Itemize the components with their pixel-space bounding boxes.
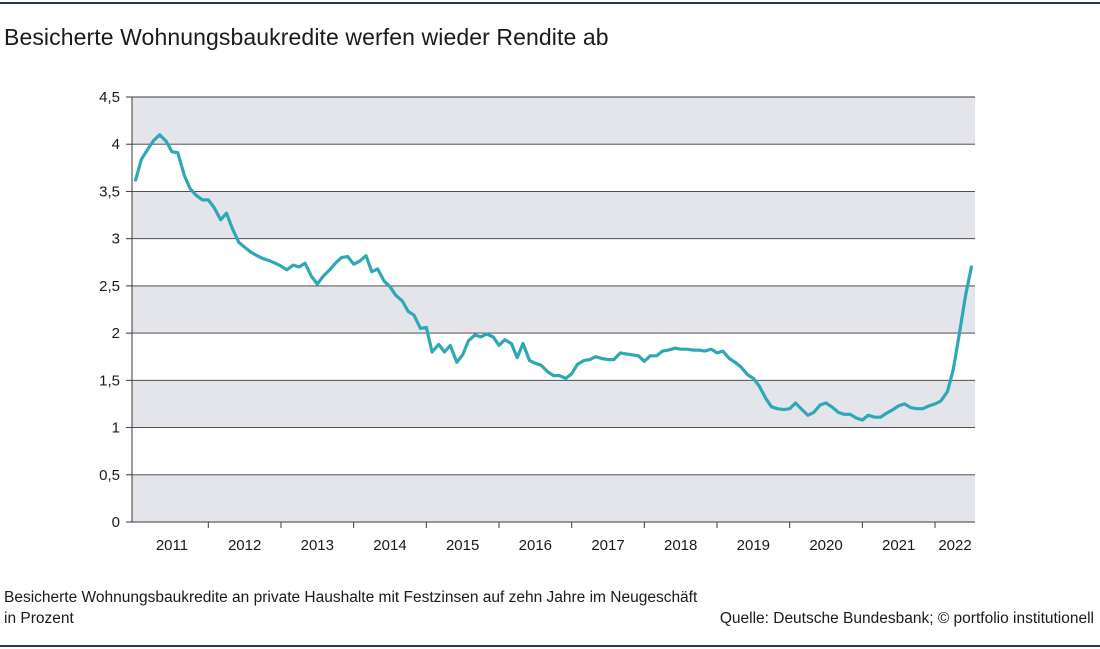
line-chart: 00,511,522,533,544,5 2011 2012 2013 2014 201… (99, 89, 975, 554)
source-note: Quelle: Deutsche Bundesbank; © portfolio… (719, 610, 1094, 627)
x-tick-label-2017: 2017 (591, 537, 624, 554)
y-axis-ticks: 0 0,5 1 1,5 2 2,5 3 3,5 4 4,5 (99, 89, 132, 531)
x-tick-label-2021: 2021 (882, 537, 915, 554)
y-tick-label-6: 3 (112, 231, 120, 248)
top-rule (0, 2, 1100, 4)
x-tick-label-2014: 2014 (373, 537, 406, 554)
y-tick-label-2: 1 (112, 420, 120, 437)
y-tick-label-1: 0,5 (99, 467, 120, 484)
x-tick-label-2022: 2022 (938, 537, 971, 554)
x-tick-label-2013: 2013 (301, 537, 334, 554)
band-0 (132, 474, 975, 522)
y-tick-label-4: 2 (112, 325, 120, 342)
x-tick-label-2019: 2019 (737, 537, 770, 554)
x-tick-label-2011: 2011 (156, 537, 188, 554)
series-line-zinssatz (134, 133, 973, 422)
x-tick-label-2018: 2018 (664, 537, 697, 554)
caption-line-2: in Prozent (4, 610, 74, 627)
axes (131, 97, 975, 523)
y-tick-label-7: 3,5 (99, 183, 120, 200)
x-tick-label-2020: 2020 (809, 537, 842, 554)
y-tick-label-8: 4 (112, 136, 120, 153)
y-tick-label-5: 2,5 (99, 278, 120, 295)
band-8 (132, 97, 975, 145)
caption-line-1: Besicherte Wohnungsbaukredite an private… (4, 589, 698, 606)
x-tick-label-2015: 2015 (446, 537, 479, 554)
chart-caption: Besicherte Wohnungsbaukredite an private… (4, 587, 697, 629)
x-tick-label-2016: 2016 (519, 537, 552, 554)
band-6 (132, 191, 975, 239)
x-tick-label-2012: 2012 (228, 537, 261, 554)
band-4 (132, 285, 975, 334)
y-tick-label-0: 0 (112, 514, 120, 531)
band-2 (132, 380, 975, 428)
bottom-rule (0, 645, 1100, 647)
y-tick-label-3: 1,5 (99, 372, 120, 389)
chart-title: Besicherte Wohnungsbaukredite werfen wie… (4, 24, 609, 50)
x-axis-ticks: 2011 2012 2013 2014 2015 2016 2017 2018 2019 2020… (156, 522, 972, 554)
y-tick-label-9: 4,5 (99, 89, 120, 106)
background-bands (132, 97, 975, 522)
gridlines (132, 96, 975, 476)
